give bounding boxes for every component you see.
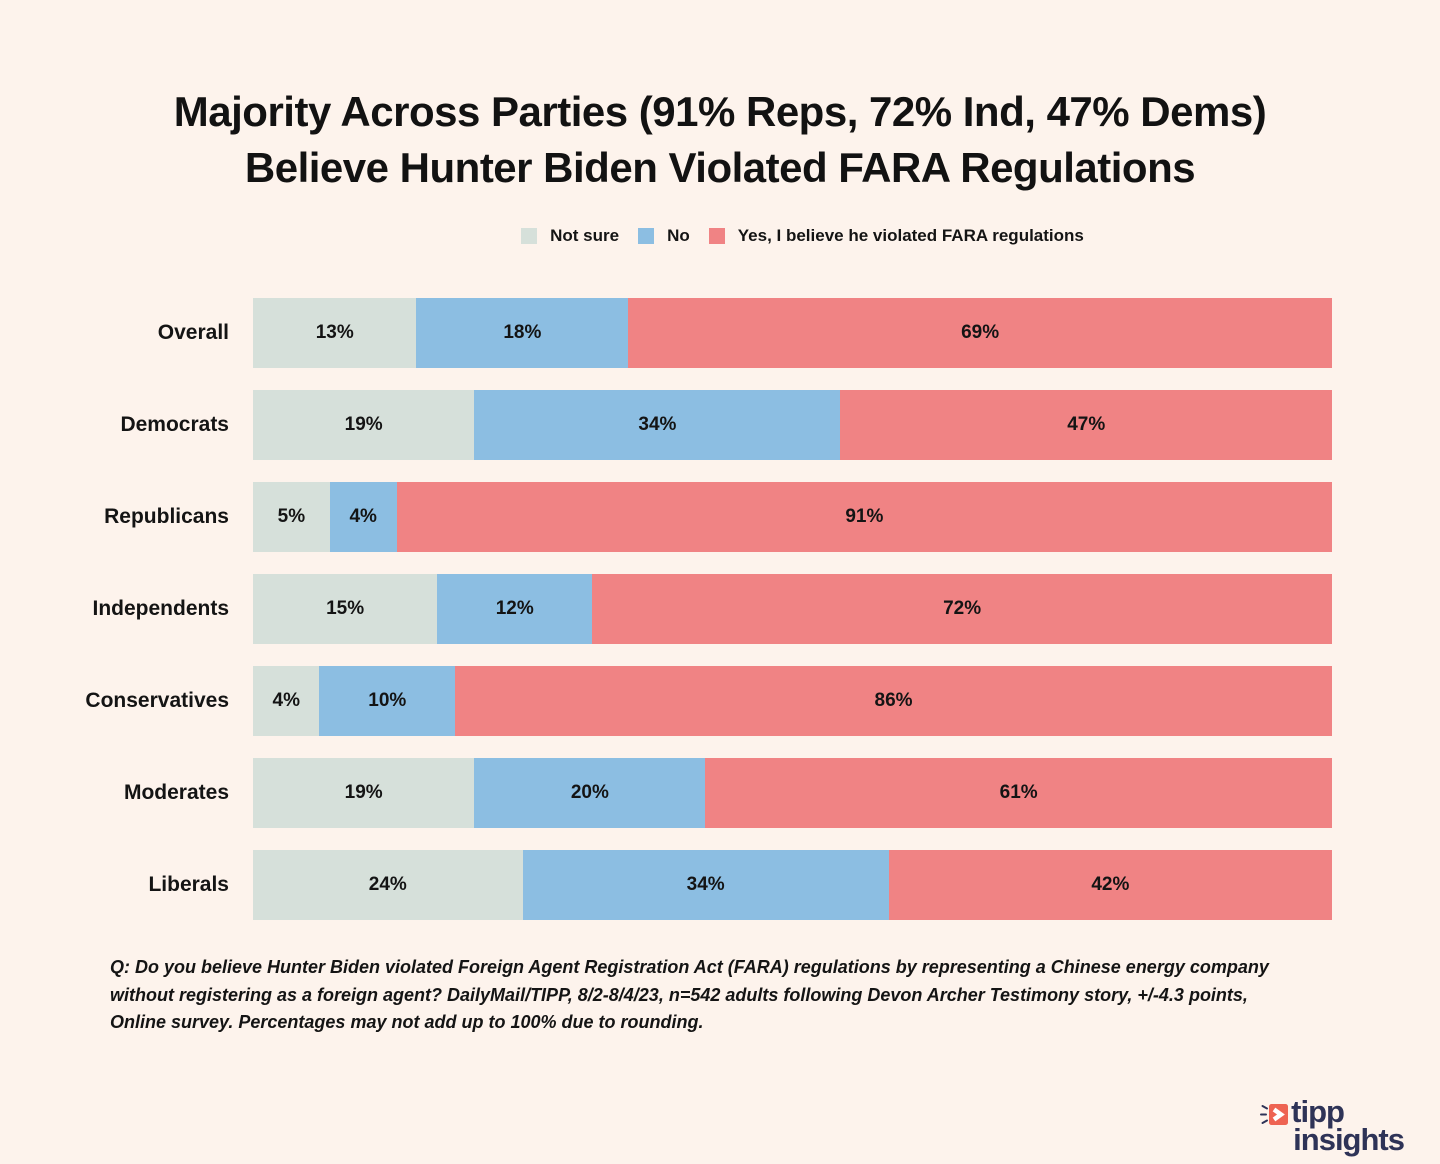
bar-segment: 12% — [437, 574, 593, 644]
bar-segment: 13% — [253, 298, 417, 368]
bar-value-label: 34% — [686, 874, 725, 895]
bar-value-label: 91% — [845, 506, 884, 527]
chart-title-line1: Majority Across Parties (91% Reps, 72% I… — [173, 88, 1267, 135]
bar-row-republicans: Republicans 5% 4% 91% — [0, 482, 1332, 552]
bar-value-label: 12% — [495, 598, 534, 619]
bar-segment: 72% — [592, 574, 1332, 644]
chart-title: Majority Across Parties (91% Reps, 72% I… — [0, 84, 1440, 196]
bar-row-overall: Overall 13% 18% 69% — [0, 298, 1332, 368]
bar-value-label: 42% — [1091, 874, 1130, 895]
bar-row-independents: Independents 15% 12% 72% — [0, 574, 1332, 644]
bar-row-conservatives: Conservatives 4% 10% 86% — [0, 666, 1332, 736]
bar-segment: 24% — [253, 850, 523, 920]
bar-segment: 47% — [840, 390, 1332, 460]
legend-item: Yes, I believe he violated FARA regulati… — [708, 226, 1084, 246]
bar-value-label: 19% — [344, 414, 383, 435]
bar-value-label: 19% — [344, 782, 383, 803]
bar-segment: 19% — [253, 758, 475, 828]
logo-text-insights: insights — [1293, 1122, 1405, 1157]
bar-row-democrats: Democrats 19% 34% 47% — [0, 390, 1332, 460]
legend-label: Yes, I believe he violated FARA regulati… — [737, 226, 1084, 245]
bar-segment: 4% — [253, 666, 320, 736]
bar-value-label: 5% — [277, 506, 306, 527]
bar-value-label: 72% — [943, 598, 982, 619]
bar-segment: 61% — [705, 758, 1332, 828]
bar-segment: 86% — [455, 666, 1332, 736]
category-label: Liberals — [148, 873, 229, 896]
category-label: Overall — [157, 321, 229, 344]
bar-segment: 19% — [253, 390, 475, 460]
bar-segment: 20% — [474, 758, 706, 828]
bar-value-label: 34% — [638, 414, 677, 435]
bar-segment: 4% — [329, 482, 397, 552]
bar-track: 15% 12% 72% — [253, 574, 1332, 644]
bar-value-label: 86% — [874, 690, 913, 711]
bar-value-label: 13% — [315, 322, 354, 343]
footnote-line: without registering as a foreign agent? … — [110, 984, 1248, 1005]
bar-track: 13% 18% 69% — [253, 298, 1332, 368]
bar-row-moderates: Moderates 19% 20% 61% — [0, 758, 1332, 828]
bar-value-label: 69% — [961, 322, 1000, 343]
bar-segment: 5% — [253, 482, 330, 552]
legend-item: No — [638, 226, 690, 246]
tipp-logo-arrow-icon — [1260, 1104, 1289, 1125]
bar-track: 5% 4% 91% — [253, 482, 1332, 552]
footnote-line: Q: Do you believe Hunter Biden violated … — [110, 957, 1269, 977]
bar-value-label: 4% — [272, 690, 300, 711]
bar-value-label: 47% — [1067, 414, 1106, 435]
bar-value-label: 61% — [999, 782, 1038, 803]
bar-track: 19% 20% 61% — [253, 758, 1332, 828]
category-label: Moderates — [123, 781, 229, 804]
bar-track: 19% 34% 47% — [253, 390, 1332, 460]
legend-label: No — [667, 226, 690, 245]
tipp-insights-logo: tipp insights — [1260, 1094, 1405, 1157]
footnote: Q: Do you believe Hunter Biden violated … — [110, 954, 1320, 1037]
bar-segment: 34% — [522, 850, 889, 920]
bar-value-label: 24% — [368, 874, 407, 895]
bar-value-label: 15% — [326, 598, 365, 619]
bar-value-label: 18% — [503, 322, 542, 343]
legend-swatch — [521, 228, 538, 244]
stacked-bar-chart: Overall 13% 18% 69% Democrats 19% 34% 47% Republ… — [0, 298, 1440, 920]
legend: Not sure No Yes, I believe he violated FAR… — [273, 226, 1332, 246]
category-label: Independents — [92, 597, 229, 620]
footnote-line: Online survey. Percentages may not add u… — [110, 1012, 704, 1032]
bar-segment: 91% — [396, 482, 1332, 552]
bar-segment: 34% — [474, 390, 841, 460]
logo-text-tipp: tipp — [1291, 1094, 1345, 1129]
bar-track: 24% 34% 42% — [253, 850, 1332, 920]
bar-value-label: 20% — [570, 782, 609, 803]
category-label: Democrats — [120, 413, 229, 436]
category-label: Republicans — [104, 505, 229, 528]
bar-segment: 69% — [628, 298, 1332, 368]
bar-segment: 18% — [416, 298, 629, 368]
bar-row-liberals: Liberals 24% 34% 42% — [0, 850, 1332, 920]
bar-segment: 42% — [888, 850, 1332, 920]
bar-segment: 10% — [319, 666, 456, 736]
bar-segment: 15% — [253, 574, 438, 644]
chart-title-line2: Believe Hunter Biden Violated FARA Regul… — [244, 144, 1196, 191]
legend-label: Not sure — [550, 226, 620, 245]
category-label: Conservatives — [85, 689, 229, 712]
bar-value-label: 4% — [349, 506, 377, 527]
bar-track: 4% 10% 86% — [253, 666, 1332, 736]
legend-swatch — [708, 228, 725, 244]
legend-item: Not sure — [521, 226, 619, 246]
legend-swatch — [638, 228, 655, 244]
bar-value-label: 10% — [368, 690, 407, 711]
